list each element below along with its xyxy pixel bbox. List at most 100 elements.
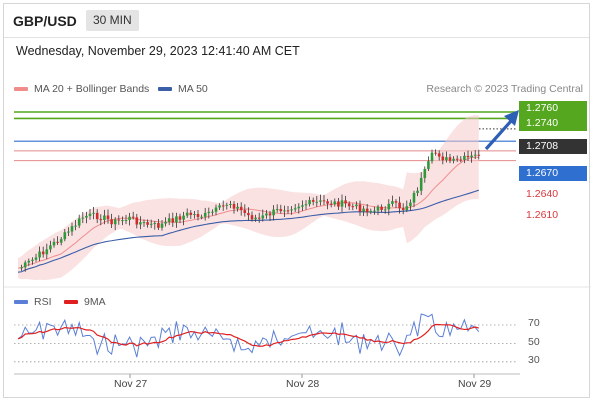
level-value-1: 1.2760 xyxy=(526,102,559,114)
candle-body xyxy=(207,211,211,213)
candle-body xyxy=(419,177,423,191)
candle-body xyxy=(477,154,481,156)
candle-body xyxy=(149,223,153,225)
candle-body xyxy=(185,212,189,216)
candle-body xyxy=(196,214,200,218)
candle-body xyxy=(41,251,45,255)
level-value-2: 1.2740 xyxy=(526,117,559,129)
ma50-line xyxy=(17,189,479,273)
candle-body xyxy=(387,203,391,210)
legend-ma50-swatch xyxy=(158,87,172,92)
candle-body xyxy=(286,210,290,212)
level-value-5: 1.2640 xyxy=(526,188,559,200)
candle-body xyxy=(304,204,308,206)
chart-datetime: Wednesday, November 29, 2023 12:41:40 AM… xyxy=(16,44,300,58)
legend-rsi-ma-label: 9MA xyxy=(84,296,106,308)
candle-body xyxy=(470,155,473,158)
candle-body xyxy=(211,211,214,213)
candle-body xyxy=(391,201,394,204)
level-label-2: 1.2740 xyxy=(519,116,587,131)
candle-body xyxy=(95,212,99,220)
candle-body xyxy=(189,212,193,215)
candle-body xyxy=(398,202,401,209)
candle-body xyxy=(301,205,304,207)
candle-body xyxy=(178,216,182,220)
candle-body xyxy=(290,209,293,211)
legend-rsi-ma-swatch xyxy=(64,300,78,305)
candle-body xyxy=(128,216,131,221)
candle-body xyxy=(337,201,340,207)
candle-body xyxy=(297,206,301,209)
candle-body xyxy=(67,231,70,233)
candle-body xyxy=(340,200,344,207)
candle-body xyxy=(45,249,49,255)
candle-body xyxy=(376,206,380,211)
candle-body xyxy=(369,210,373,213)
candle-body xyxy=(124,220,128,222)
rsi-ma-line xyxy=(17,323,479,347)
candle-body xyxy=(466,155,470,158)
candle-body xyxy=(250,215,254,220)
legend-ma20-label: MA 20 + Bollinger Bands xyxy=(34,83,150,95)
candle-body xyxy=(171,218,175,223)
candle-body xyxy=(257,217,261,219)
legend-rsi-label: RSI xyxy=(34,296,52,308)
candle-body xyxy=(311,200,315,202)
candle-body xyxy=(434,152,437,154)
x-tick-nov27: Nov 27 xyxy=(114,378,148,390)
candle-body xyxy=(225,204,229,206)
candle-body xyxy=(383,209,387,211)
candle-body xyxy=(142,222,146,224)
candle-body xyxy=(139,222,142,225)
candle-body xyxy=(319,200,322,202)
candle-body xyxy=(272,209,275,216)
candle-body xyxy=(182,215,185,220)
candle-body xyxy=(175,216,178,223)
candle-body xyxy=(463,155,466,160)
candle-body xyxy=(243,210,247,214)
forecast-arrow-head xyxy=(504,110,519,126)
x-tick-nov29: Nov 29 xyxy=(458,378,492,390)
candle-body xyxy=(283,210,286,212)
candle-body xyxy=(160,223,164,228)
level-value-4: 1.2670 xyxy=(526,167,559,179)
candle-body xyxy=(200,216,203,218)
candle-body xyxy=(445,157,448,161)
candle-body xyxy=(452,158,455,161)
candle-body xyxy=(355,204,358,207)
legend-ma50-label: MA 50 xyxy=(178,83,208,95)
candle-body xyxy=(74,225,77,227)
symbol-title: GBP/USD xyxy=(13,13,77,29)
forecast-arrow-shaft xyxy=(484,119,513,151)
timeframe-badge[interactable]: 30 MIN xyxy=(86,10,139,31)
candle-body xyxy=(49,245,52,250)
candle-body xyxy=(351,206,355,208)
candle-body xyxy=(167,218,171,222)
candle-body xyxy=(344,200,347,204)
candle-body xyxy=(347,203,351,207)
candle-body xyxy=(254,217,257,220)
candle-body xyxy=(63,232,67,240)
candle-body xyxy=(380,206,383,211)
candle-body xyxy=(275,209,279,211)
price-chart xyxy=(4,110,591,378)
candle-body xyxy=(81,217,85,219)
candle-body xyxy=(157,223,160,228)
candle-body xyxy=(279,209,283,212)
candle-body xyxy=(77,218,81,226)
candle-body xyxy=(412,192,416,203)
candle-body xyxy=(265,213,268,216)
level-label-6: 1.2610 xyxy=(519,208,558,223)
rsi-tick-30: 30 xyxy=(528,354,540,366)
legend-ma20-swatch xyxy=(14,87,28,92)
candle-body xyxy=(92,212,95,214)
bollinger-band xyxy=(18,115,479,281)
candle-body xyxy=(308,200,311,205)
candle-body xyxy=(59,239,63,243)
legend-ma20: MA 20 + Bollinger Bands xyxy=(14,83,149,95)
candle-body xyxy=(218,205,221,208)
legend-rsi: RSI xyxy=(14,296,52,308)
candle-body xyxy=(164,221,167,224)
candle-body xyxy=(401,208,405,210)
chart-header: GBP/USD 30 MIN xyxy=(4,4,589,38)
